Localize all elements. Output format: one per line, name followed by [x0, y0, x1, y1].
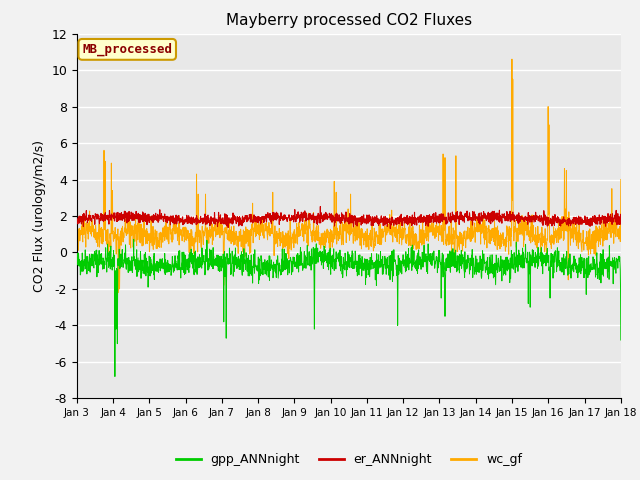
Title: Mayberry processed CO2 Fluxes: Mayberry processed CO2 Fluxes [226, 13, 472, 28]
Legend: gpp_ANNnight, er_ANNnight, wc_gf: gpp_ANNnight, er_ANNnight, wc_gf [171, 448, 527, 471]
Y-axis label: CO2 Flux (urology/m2/s): CO2 Flux (urology/m2/s) [33, 140, 45, 292]
Text: MB_processed: MB_processed [82, 43, 172, 56]
